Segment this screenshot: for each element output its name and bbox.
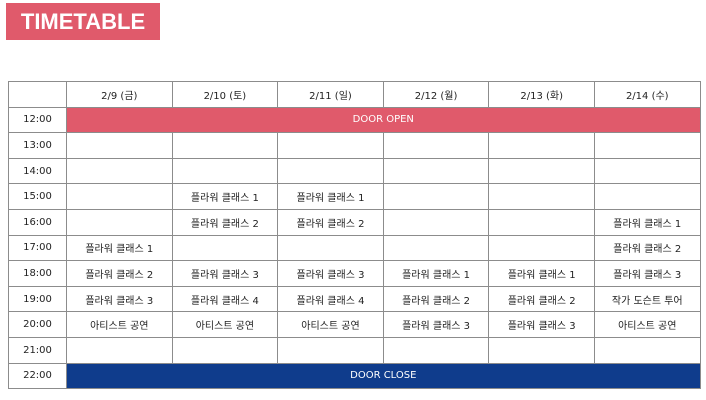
schedule-cell xyxy=(277,157,384,185)
time-label: 14:00 xyxy=(8,157,67,185)
schedule-cell: 플라워 클래스 2 xyxy=(382,285,490,313)
schedule-cell: 플라워 클래스 3 xyxy=(171,260,279,287)
schedule-cell xyxy=(382,208,490,236)
page-title: TIMETABLE xyxy=(6,3,160,40)
schedule-cell xyxy=(66,336,173,364)
schedule-cell xyxy=(66,208,173,236)
schedule-cell: 플라워 클래스 2 xyxy=(277,208,384,236)
door-open-banner: DOOR OPEN xyxy=(66,106,701,134)
schedule-cell: 아티스트 공연 xyxy=(66,311,173,338)
time-label: 17:00 xyxy=(8,234,67,262)
time-label: 20:00 xyxy=(8,311,67,338)
day-header: 2/11 (일) xyxy=(277,81,384,108)
schedule-cell: 아티스트 공연 xyxy=(277,311,384,338)
door-close-banner: DOOR CLOSE xyxy=(66,362,701,390)
schedule-cell xyxy=(382,157,490,185)
time-label: 15:00 xyxy=(8,183,67,210)
schedule-cell xyxy=(593,336,701,364)
schedule-cell: 플라워 클래스 1 xyxy=(171,183,279,210)
day-header: 2/14 (수) xyxy=(593,81,701,108)
day-header: 2/13 (화) xyxy=(488,81,595,108)
schedule-cell: 플라워 클래스 3 xyxy=(277,260,384,287)
door-open-row: 12:00 DOOR OPEN xyxy=(8,106,701,134)
time-label: 13:00 xyxy=(8,132,67,159)
schedule-cell: 플라워 클래스 1 xyxy=(277,183,384,210)
schedule-cell: 플라워 클래스 2 xyxy=(488,285,595,313)
time-label: 18:00 xyxy=(8,260,67,287)
schedule-cell: 아티스트 공연 xyxy=(593,311,701,338)
schedule-cell xyxy=(382,183,490,210)
schedule-cell: 플라워 클래스 3 xyxy=(66,285,173,313)
schedule-cell xyxy=(66,183,173,210)
schedule-cell: 플라워 클래스 2 xyxy=(66,260,173,287)
time-label: 21:00 xyxy=(8,336,67,364)
schedule-cell xyxy=(382,234,490,262)
schedule-cell xyxy=(171,234,279,262)
schedule-cell: 플라워 클래스 1 xyxy=(382,260,490,287)
schedule-cell xyxy=(488,336,595,364)
schedule-cell: 플라워 클래스 4 xyxy=(171,285,279,313)
schedule-cell xyxy=(277,234,384,262)
schedule-cell: 플라워 클래스 2 xyxy=(593,234,701,262)
schedule-cell xyxy=(488,132,595,159)
table-row: 21:00 xyxy=(8,336,701,364)
table-row: 18:00 플라워 클래스 2 플라워 클래스 3 플라워 클래스 3 플라워 클래스 … xyxy=(8,260,701,287)
schedule-cell xyxy=(593,132,701,159)
door-close-row: 22:00 DOOR CLOSE xyxy=(8,362,701,390)
schedule-cell: 플라워 클래스 3 xyxy=(593,260,701,287)
schedule-cell xyxy=(593,183,701,210)
schedule-cell xyxy=(488,157,595,185)
header-row: 2/9 (금) 2/10 (토) 2/11 (일) 2/12 (월) 2/13 … xyxy=(8,81,701,108)
table-row: 20:00 아티스트 공연 아티스트 공연 아티스트 공연 플라워 클래스 3 플라워 클… xyxy=(8,311,701,338)
schedule-cell xyxy=(382,336,490,364)
schedule-cell: 아티스트 공연 xyxy=(171,311,279,338)
timetable: 2/9 (금) 2/10 (토) 2/11 (일) 2/12 (월) 2/13 … xyxy=(8,81,701,390)
day-header: 2/9 (금) xyxy=(66,81,173,108)
table-row: 17:00 플라워 클래스 1 플라워 클래스 2 xyxy=(8,234,701,262)
schedule-cell xyxy=(488,183,595,210)
schedule-cell xyxy=(277,336,384,364)
schedule-cell xyxy=(382,132,490,159)
day-header: 2/10 (토) xyxy=(171,81,279,108)
table-row: 15:00 플라워 클래스 1 플라워 클래스 1 xyxy=(8,183,701,210)
time-label: 22:00 xyxy=(8,362,67,390)
time-label: 16:00 xyxy=(8,208,67,236)
time-label: 12:00 xyxy=(8,106,67,134)
schedule-cell xyxy=(66,132,173,159)
schedule-cell xyxy=(171,336,279,364)
table-row: 16:00 플라워 클래스 2 플라워 클래스 2 플라워 클래스 1 xyxy=(8,208,701,236)
header-corner xyxy=(8,81,67,108)
day-header: 2/12 (월) xyxy=(382,81,490,108)
schedule-cell: 플라워 클래스 4 xyxy=(277,285,384,313)
schedule-cell xyxy=(488,234,595,262)
schedule-cell: 플라워 클래스 3 xyxy=(488,311,595,338)
time-label: 19:00 xyxy=(8,285,67,313)
table-row: 19:00 플라워 클래스 3 플라워 클래스 4 플라워 클래스 4 플라워 클래스 … xyxy=(8,285,701,313)
schedule-cell: 플라워 클래스 2 xyxy=(171,208,279,236)
schedule-cell: 플라워 클래스 1 xyxy=(488,260,595,287)
schedule-cell: 플라워 클래스 3 xyxy=(382,311,490,338)
schedule-cell xyxy=(171,157,279,185)
schedule-cell xyxy=(66,157,173,185)
schedule-cell xyxy=(488,208,595,236)
schedule-cell xyxy=(277,132,384,159)
table-row: 14:00 xyxy=(8,157,701,185)
schedule-cell: 플라워 클래스 1 xyxy=(66,234,173,262)
table-row: 13:00 xyxy=(8,132,701,159)
schedule-cell xyxy=(171,132,279,159)
schedule-cell: 플라워 클래스 1 xyxy=(593,208,701,236)
schedule-cell xyxy=(593,157,701,185)
schedule-cell: 작가 도슨트 투어 xyxy=(593,285,701,313)
